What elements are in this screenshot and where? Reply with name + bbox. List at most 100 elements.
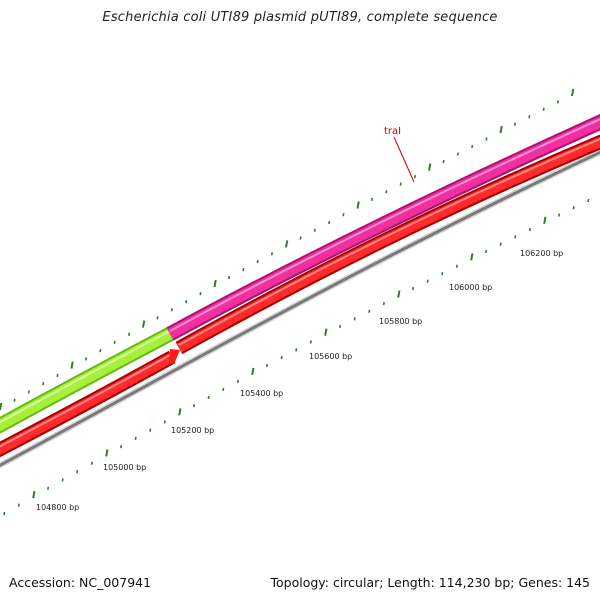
outer-tick	[299, 236, 302, 240]
outer-tick	[213, 279, 217, 288]
outer-tick	[199, 291, 202, 296]
outer-tick	[285, 240, 289, 248]
pink-gene-traI-shine	[169, 118, 600, 332]
outer-tick	[442, 159, 445, 164]
inner-tick	[3, 511, 6, 516]
inner-tick	[587, 198, 590, 203]
inner-tick	[368, 309, 371, 313]
inner-tick	[353, 317, 356, 321]
outer-tick	[13, 398, 16, 402]
inner-tick	[149, 428, 152, 432]
sequence-summary: Topology: circular; Length: 114,230 bp; …	[270, 575, 591, 590]
outer-tick	[328, 220, 331, 225]
inner-tick	[222, 387, 225, 392]
accession-text: Accession: NC_007941	[9, 575, 152, 590]
position-label: 106000 bp	[449, 283, 492, 292]
outer-tick	[242, 267, 245, 272]
inner-tick	[558, 213, 561, 217]
outer-tick	[127, 332, 131, 336]
inner-tick	[90, 461, 93, 465]
outer-tick	[514, 122, 517, 126]
inner-tick	[485, 249, 488, 254]
outer-tick	[228, 275, 231, 280]
plasmid-backbone-core	[0, 150, 600, 468]
outer-tick	[385, 190, 388, 194]
outer-tick	[99, 348, 102, 353]
outer-tick	[528, 115, 531, 119]
inner-tick	[382, 301, 385, 306]
position-label: 105600 bp	[309, 352, 352, 361]
position-labels: 104800 bp 105000 bp 105200 bp 105400 bp 1056…	[36, 249, 563, 512]
outer-tick	[413, 174, 417, 179]
outer-tick	[27, 390, 30, 394]
trai-gene-label[interactable]: traI	[384, 126, 401, 137]
outer-tick	[399, 182, 402, 186]
outer-tick	[256, 260, 259, 264]
red-gene-left-arrowhead	[169, 349, 180, 364]
outer-tick	[471, 144, 474, 149]
inner-tick	[120, 445, 123, 449]
inner-tick	[528, 227, 531, 232]
inner-tick	[251, 367, 255, 376]
red-gene-left-highlight	[0, 352, 175, 456]
outer-tick	[70, 361, 74, 369]
outer-tick	[556, 100, 560, 104]
inner-tick	[324, 328, 328, 336]
outer-tick	[270, 252, 274, 256]
inner-tick	[266, 363, 269, 368]
outer-tick	[185, 300, 188, 304]
inner-tick	[134, 436, 137, 441]
inner-tick	[47, 486, 50, 490]
inner-tick	[455, 264, 458, 268]
position-label: 105800 bp	[379, 317, 422, 326]
inner-tick-marks	[3, 198, 590, 516]
inner-tick	[470, 253, 474, 261]
position-label: 105400 bp	[240, 389, 283, 398]
pink-gene-traI-highlight	[167, 116, 600, 339]
green-gene-highlight	[0, 329, 173, 432]
inner-tick	[207, 395, 210, 400]
inner-tick	[572, 206, 575, 210]
inner-tick	[178, 408, 182, 416]
map-title: Escherichia coli UTI89 plasmid pUTI89, c…	[102, 10, 498, 25]
outer-tick	[571, 88, 575, 97]
inner-tick	[61, 478, 64, 482]
inner-tick	[426, 279, 429, 283]
red-gene-left-shine	[0, 353, 173, 448]
outer-tick	[342, 213, 345, 217]
position-label: 105000 bp	[103, 463, 146, 472]
outer-tick	[142, 320, 146, 328]
plasmid-backbone	[0, 149, 600, 469]
outer-tick	[170, 308, 173, 312]
outer-tick	[356, 201, 360, 209]
outer-tick	[542, 107, 545, 111]
outer-tick	[313, 228, 316, 232]
trai-label-leader	[393, 136, 415, 183]
inner-tick	[32, 491, 36, 499]
inner-tick	[339, 324, 342, 329]
outer-tick	[499, 125, 503, 134]
inner-tick	[295, 348, 298, 352]
outer-tick	[428, 163, 432, 171]
outer-tick-marks	[0, 88, 575, 411]
outer-tick	[85, 357, 88, 361]
inner-tick	[412, 286, 415, 291]
inner-tick	[17, 503, 20, 507]
outer-tick	[485, 137, 488, 141]
outer-tick	[0, 402, 3, 411]
inner-tick	[105, 449, 109, 457]
inner-tick	[397, 290, 401, 298]
position-label: 106200 bp	[520, 249, 563, 258]
inner-tick	[280, 356, 283, 360]
position-label: 104800 bp	[36, 503, 79, 512]
position-label: 105200 bp	[171, 426, 214, 435]
inner-tick	[499, 242, 502, 246]
outer-tick	[113, 340, 116, 345]
red-gene-right-shine	[178, 138, 600, 346]
outer-tick	[456, 152, 459, 156]
inner-tick	[236, 379, 239, 384]
inner-tick	[309, 340, 312, 344]
inner-tick	[441, 272, 444, 276]
inner-tick	[193, 403, 196, 408]
